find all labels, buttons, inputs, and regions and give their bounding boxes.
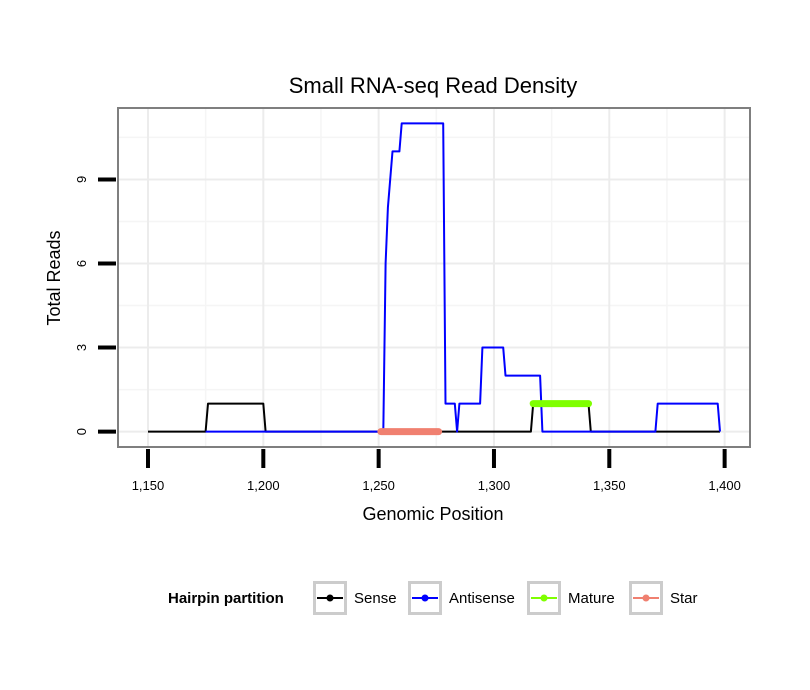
- legend-label-star: Star: [670, 590, 698, 607]
- x-tick-label: 1,350: [593, 478, 626, 493]
- x-tick-label: 1,400: [708, 478, 741, 493]
- y-tick-label: 6: [74, 260, 89, 267]
- legend: Hairpin partition Sense Antisense Mature St…: [168, 581, 698, 615]
- y-axis-title: Total Reads: [44, 230, 64, 325]
- x-tick-label: 1,200: [247, 478, 280, 493]
- x-tick-label: 1,250: [362, 478, 395, 493]
- y-tick-label: 3: [74, 344, 89, 351]
- x-axis: 1,150 1,200 1,250 1,300 1,350 1,400: [132, 449, 741, 493]
- legend-label-antisense: Antisense: [449, 590, 515, 607]
- plot-border: [117, 107, 751, 448]
- grid: [118, 108, 750, 447]
- series-line-antisense: [205, 122, 721, 433]
- legend-key-dot-mature: [540, 594, 548, 602]
- legend-label-mature: Mature: [568, 590, 615, 607]
- x-axis-title: Genomic Position: [362, 504, 503, 524]
- legend-title: Hairpin partition: [168, 590, 284, 607]
- legend-key-dot-sense: [326, 594, 334, 602]
- chart-title: Small RNA-seq Read Density: [289, 73, 578, 98]
- legend-label-sense: Sense: [354, 590, 397, 607]
- y-axis: 0 3 6 9: [74, 176, 116, 435]
- x-tick-label: 1,150: [132, 478, 165, 493]
- y-tick-label: 0: [74, 428, 89, 435]
- plot-panel: [118, 108, 750, 447]
- legend-key-dot-star: [642, 594, 650, 602]
- series-layer: [148, 122, 721, 436]
- y-tick-label: 9: [74, 176, 89, 183]
- x-tick-label: 1,300: [478, 478, 511, 493]
- legend-key-dot-antisense: [421, 594, 429, 602]
